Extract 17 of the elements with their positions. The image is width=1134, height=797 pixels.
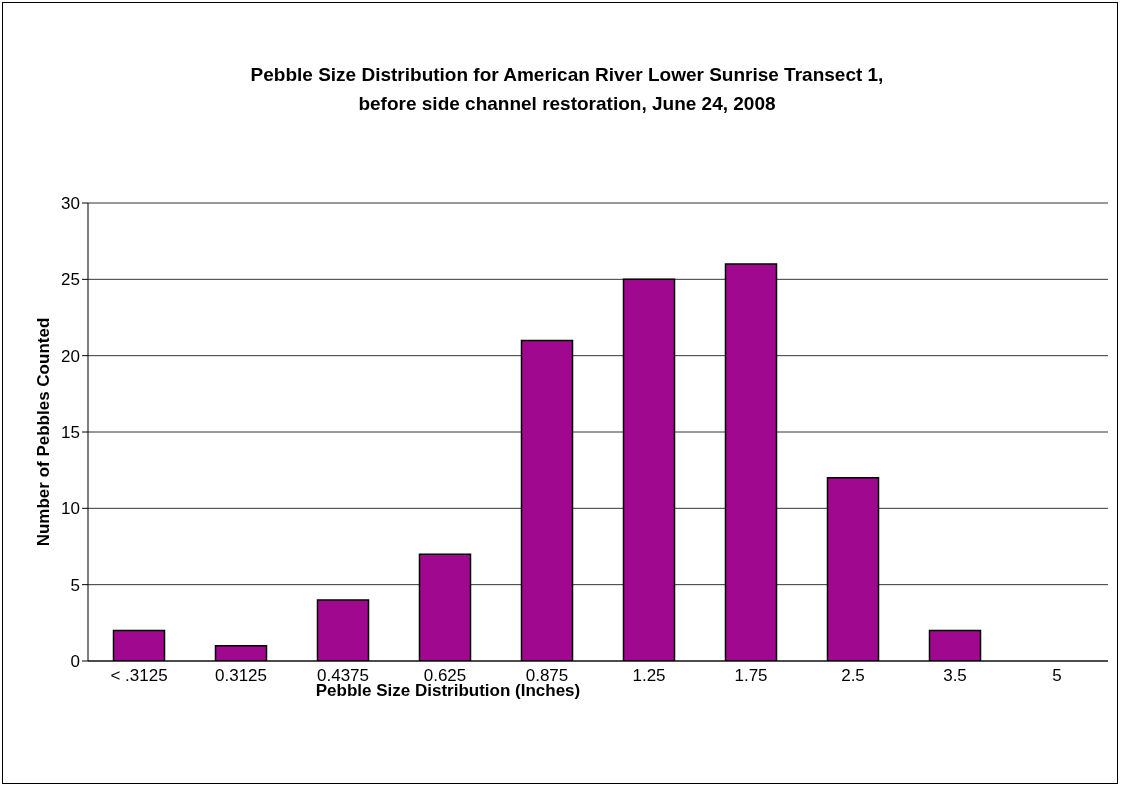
x-axis-title: Pebble Size Distribution (Inches): [315, 681, 581, 700]
chart-title: Pebble Size Distribution for American River Lower Sunrise Transect 1, before side channel restoration, June 24, 2008: [249, 63, 885, 116]
x-tick-label: 1.75: [734, 666, 768, 686]
y-tick-label: 30: [61, 194, 80, 214]
y-tick-label: 10: [61, 499, 80, 519]
x-tick-label: 0.3125: [215, 666, 267, 686]
y-tick-label: 20: [61, 346, 80, 366]
y-tick-label: 0: [70, 652, 80, 672]
x-tick-label: 3.5: [943, 666, 967, 686]
y-axis-title: Number of Pebbles Counted: [33, 316, 54, 549]
x-tick-label: 2.5: [841, 666, 865, 686]
x-tick-label: 5: [1052, 666, 1062, 686]
y-tick-label: 15: [61, 423, 80, 443]
x-tick-label: < .3125: [110, 666, 168, 686]
x-tick-label: 1.25: [632, 666, 666, 686]
y-tick-label: 25: [61, 270, 80, 290]
y-tick-label: 5: [70, 575, 80, 595]
